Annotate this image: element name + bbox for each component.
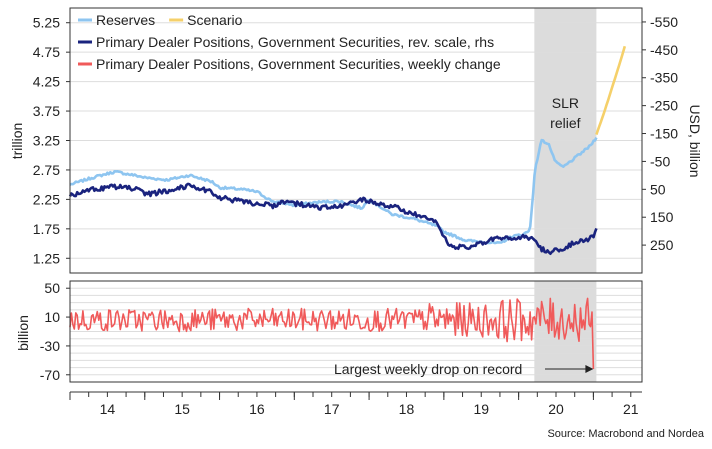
- top-gridlines: [70, 22, 642, 259]
- source-note: Source: Macrobond and Nordea: [547, 428, 704, 440]
- left-tick-label: 2.75: [33, 162, 60, 178]
- top-right-axis-title: USD, billion: [687, 104, 703, 177]
- top-left-axis-title: trillion: [9, 123, 25, 160]
- bottom-tick-label: 50: [44, 280, 60, 296]
- x-tick-label: 17: [324, 401, 340, 417]
- right-tick-label: 250: [650, 237, 674, 253]
- right-tick-label: -450: [650, 42, 678, 58]
- legend-label: Primary Dealer Positions, Government Sec…: [96, 56, 501, 72]
- legend-label: Primary Dealer Positions, Government Sec…: [96, 34, 494, 50]
- top-right-axis: -550 -450 -350 -250 -150 -50 50 150 250: [642, 14, 678, 253]
- x-axis: 14 15 16 17 18 19 20 21: [69, 391, 642, 417]
- bottom-plot-frame: [69, 280, 643, 383]
- series-line-1: [595, 45, 627, 136]
- annotation-arrow-head: [585, 365, 594, 373]
- left-tick-label: 4.75: [33, 44, 60, 60]
- shaded-region-label-line2: relief: [550, 115, 580, 131]
- right-tick-label: 50: [650, 181, 666, 197]
- legend-label: Scenario: [187, 12, 242, 28]
- bottom-annotation: Largest weekly drop on record: [334, 361, 522, 377]
- right-tick-label: -50: [650, 153, 670, 169]
- legend-label: Reserves: [96, 12, 155, 28]
- bottom-tick-label: -70: [40, 367, 60, 383]
- bottom-tick-label: 10: [44, 309, 60, 325]
- left-tick-label: 1.75: [33, 221, 60, 237]
- right-tick-label: -150: [650, 126, 678, 142]
- bottom-left-axis: 50 10 -30 -70: [40, 280, 70, 383]
- right-tick-label: -350: [650, 70, 678, 86]
- weekly-change-line: [69, 297, 595, 370]
- left-tick-label: 3.25: [33, 133, 60, 149]
- bottom-tick-label: -30: [40, 338, 60, 354]
- x-tick-label: 16: [249, 401, 265, 417]
- x-tick-label: 19: [473, 401, 489, 417]
- x-tick-label: 21: [623, 401, 639, 417]
- x-tick-label: 18: [399, 401, 415, 417]
- top-series-group: [68, 45, 627, 255]
- x-tick-label: 15: [174, 401, 190, 417]
- left-tick-label: 2.25: [33, 191, 60, 207]
- top-panel: 5.25 4.75 4.25 3.75 3.25 2.75 2.25 1.75 1.25 -55…: [9, 7, 703, 274]
- bottom-panel: 50 10 -30 -70 billion Largest weekly drop o…: [15, 280, 643, 383]
- right-tick-label: -250: [650, 98, 678, 114]
- x-tick-label: 14: [100, 401, 116, 417]
- left-tick-label: 5.25: [33, 15, 60, 31]
- bottom-bars: [69, 297, 595, 370]
- top-left-axis: 5.25 4.75 4.25 3.75 3.25 2.75 2.25 1.75 1.25: [33, 15, 70, 266]
- legend: Reserves Scenario Primary Dealer Positions…: [78, 12, 501, 72]
- series-line-0: [69, 137, 598, 245]
- left-tick-label: 1.25: [33, 250, 60, 266]
- left-tick-label: 3.75: [33, 103, 60, 119]
- right-tick-label: 150: [650, 209, 674, 225]
- series-line-2: [68, 182, 598, 255]
- left-tick-label: 4.25: [33, 74, 60, 90]
- shaded-region-label-line1: SLR: [552, 95, 579, 111]
- right-tick-label: -550: [650, 14, 678, 30]
- bottom-axis-title: billion: [15, 315, 31, 351]
- x-tick-label: 20: [548, 401, 564, 417]
